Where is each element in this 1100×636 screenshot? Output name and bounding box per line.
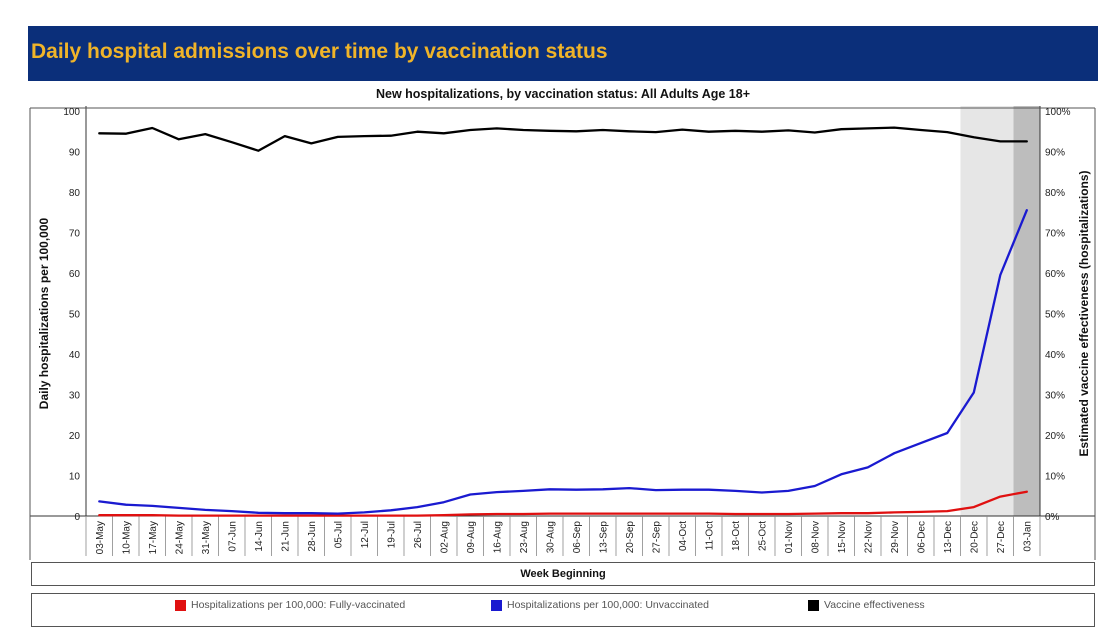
y-tick-label-right: 40% bbox=[1045, 350, 1065, 361]
y-tick-label-left: 100 bbox=[63, 107, 80, 118]
x-tick-label: 31-May bbox=[201, 521, 212, 554]
y-tick-label-left: 70 bbox=[69, 229, 81, 240]
y-tick-label-left: 0 bbox=[74, 512, 80, 523]
y-tick-label-right: 10% bbox=[1045, 472, 1065, 483]
x-tick-label: 02-Aug bbox=[439, 521, 450, 553]
x-tick-label: 27-Dec bbox=[996, 521, 1007, 553]
header-banner: Daily hospital admissions over time by v… bbox=[28, 26, 1098, 81]
x-tick-label: 21-Jun bbox=[280, 521, 291, 552]
x-tick-label: 03-May bbox=[95, 521, 106, 554]
x-tick-label: 08-Nov bbox=[810, 521, 821, 553]
x-tick-label: 25-Oct bbox=[757, 521, 768, 551]
legend-label: Vaccine effectiveness bbox=[824, 599, 925, 611]
legend-item-unvaccinated: Hospitalizations per 100,000: Unvaccinat… bbox=[491, 599, 709, 611]
shaded-region-1 bbox=[1013, 106, 1040, 516]
x-tick-label: 13-Dec bbox=[943, 521, 954, 553]
x-tick-label: 07-Jun bbox=[227, 521, 238, 552]
x-tick-label: 16-Aug bbox=[492, 521, 503, 553]
y-tick-label-left: 50 bbox=[69, 310, 81, 321]
y-tick-label-left: 80 bbox=[69, 188, 81, 199]
legend-label: Hospitalizations per 100,000: Unvaccinat… bbox=[507, 599, 709, 611]
x-tick-label: 19-Jul bbox=[386, 521, 397, 548]
x-tick-label: 01-Nov bbox=[784, 521, 795, 553]
series-line-2 bbox=[98, 126, 1028, 152]
x-tick-label: 20-Dec bbox=[969, 521, 980, 553]
page-title: Daily hospital admissions over time by v… bbox=[31, 40, 608, 63]
legend-label: Hospitalizations per 100,000: Fully-vacc… bbox=[191, 599, 406, 611]
x-tick-label: 28-Jun bbox=[307, 521, 318, 552]
y-tick-label-right: 30% bbox=[1045, 391, 1065, 402]
legend-item-fully-vaccinated: Hospitalizations per 100,000: Fully-vacc… bbox=[175, 599, 405, 611]
x-axis-title-box: Week Beginning bbox=[31, 562, 1095, 586]
x-tick-label: 06-Dec bbox=[916, 521, 927, 553]
y-axis-title-right: Estimated vaccine effectiveness (hospita… bbox=[1077, 170, 1091, 456]
x-tick-label: 10-May bbox=[121, 521, 132, 554]
y-tick-label-right: 70% bbox=[1045, 229, 1065, 240]
y-tick-label-left: 60 bbox=[69, 269, 81, 280]
x-tick-label: 22-Nov bbox=[863, 521, 874, 553]
x-tick-label: 15-Nov bbox=[837, 521, 848, 553]
x-tick-label: 26-Jul bbox=[413, 521, 424, 548]
shaded-region-0 bbox=[960, 106, 1014, 516]
legend-swatch-black bbox=[808, 599, 819, 611]
y-tick-label-right: 0% bbox=[1045, 512, 1060, 523]
series-line-1 bbox=[98, 209, 1028, 515]
x-tick-label: 18-Oct bbox=[731, 521, 742, 551]
x-tick-label: 24-May bbox=[174, 521, 185, 554]
y-tick-label-left: 30 bbox=[69, 391, 81, 402]
x-tick-label: 04-Oct bbox=[678, 521, 689, 551]
x-tick-label: 23-Aug bbox=[519, 521, 530, 553]
x-tick-label: 12-Jul bbox=[360, 521, 371, 548]
x-tick-label: 06-Sep bbox=[572, 521, 583, 554]
x-tick-label: 20-Sep bbox=[625, 521, 636, 554]
x-tick-label: 09-Aug bbox=[466, 521, 477, 553]
y-tick-label-right: 20% bbox=[1045, 431, 1065, 442]
y-tick-label-left: 10 bbox=[69, 472, 81, 483]
y-tick-label-left: 90 bbox=[69, 148, 81, 159]
legend: Hospitalizations per 100,000: Fully-vacc… bbox=[31, 593, 1095, 627]
x-tick-label: 05-Jul bbox=[333, 521, 344, 548]
x-tick-label: 13-Sep bbox=[598, 521, 609, 554]
legend-swatch-red bbox=[175, 599, 186, 611]
x-tick-label: 27-Sep bbox=[651, 521, 662, 554]
x-tick-label: 17-May bbox=[148, 521, 159, 554]
legend-item-vaccine-effectiveness: Vaccine effectiveness bbox=[808, 599, 925, 611]
y-tick-label-right: 50% bbox=[1045, 310, 1065, 321]
y-tick-label-right: 100% bbox=[1045, 107, 1071, 118]
y-tick-label-right: 80% bbox=[1045, 188, 1065, 199]
x-axis-title: Week Beginning bbox=[520, 568, 606, 580]
y-axis-title-left: Daily hospitalizations per 100,000 bbox=[37, 217, 51, 409]
x-tick-label: 30-Aug bbox=[545, 521, 556, 553]
x-tick-label: 11-Oct bbox=[704, 521, 715, 550]
y-tick-label-left: 40 bbox=[69, 350, 81, 361]
y-tick-label-right: 60% bbox=[1045, 269, 1065, 280]
line-chart: 0 10 20 30 40 50 60 70 80 90 100 0% 10% 20% 30% 40% 50% 6… bbox=[29, 106, 1096, 560]
x-tick-label: 03-Jan bbox=[1022, 521, 1033, 552]
series-line-0 bbox=[98, 490, 1028, 517]
y-tick-label-right: 90% bbox=[1045, 148, 1065, 159]
chart-title: New hospitalizations, by vaccination sta… bbox=[375, 87, 751, 101]
y-tick-label-left: 20 bbox=[69, 431, 81, 442]
x-tick-label: 14-Jun bbox=[254, 521, 265, 552]
x-tick-label: 29-Nov bbox=[890, 521, 901, 553]
legend-swatch-blue bbox=[491, 599, 502, 611]
